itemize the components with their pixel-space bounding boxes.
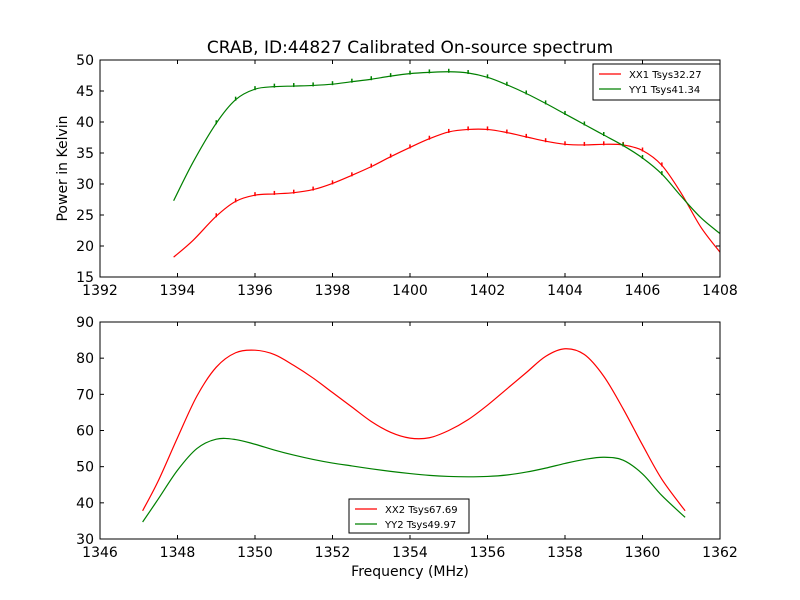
legend-entry: XX1 Tsys32.27 [629, 70, 702, 81]
legend: XX2 Tsys67.69 YY2 Tsys49.97 [348, 498, 470, 534]
y-tick-label: 50 [76, 53, 94, 69]
y-tick-label: 20 [76, 239, 94, 255]
x-tick-label: 1358 [547, 545, 583, 561]
legend-box [592, 63, 721, 101]
y-tick-label: 40 [76, 496, 94, 512]
x-tick-label: 1356 [470, 545, 506, 561]
y-tick-label: 50 [76, 460, 94, 476]
x-tick-label: 1404 [547, 283, 583, 299]
legend: XX1 Tsys32.27 YY1 Tsys41.34 [592, 63, 721, 101]
series-line-2-2 [142, 437, 686, 523]
y-tick-label: 30 [76, 177, 94, 193]
figure-title: CRAB, ID:44827 Calibrated On-source spec… [207, 38, 613, 58]
y-axis-label: Power in Kelvin [55, 115, 71, 221]
legend-entry: YY2 Tsys49.97 [384, 520, 456, 531]
y-tick-label: 30 [76, 532, 94, 548]
legend-entry: XX2 Tsys67.69 [385, 505, 458, 516]
x-axis-label: Frequency (MHz) [351, 564, 469, 580]
series-line-2-1 [142, 348, 686, 512]
y-tick-label: 25 [76, 208, 94, 224]
y-tick-label: 60 [76, 424, 94, 440]
top-panel: 1392 1394 1396 1398 1400 1402 1404 1406 1408 15 20… [55, 53, 738, 299]
y-tick-label: 80 [76, 351, 94, 367]
x-tick-label: 1352 [315, 545, 351, 561]
x-tick-label: 1408 [702, 283, 738, 299]
x-tick-label: 1354 [392, 545, 428, 561]
y-tick-label: 15 [76, 270, 94, 286]
legend-box [348, 498, 470, 534]
x-tick-label: 1348 [160, 545, 196, 561]
bottom-panel: 1346 1348 1350 1352 1354 1356 1358 1360 1362 30 40… [76, 315, 738, 561]
y-tick-label: 70 [76, 387, 94, 403]
x-tick-label: 1346 [82, 545, 118, 561]
x-tick-label: 1360 [625, 545, 661, 561]
x-tick-label: 1396 [237, 283, 273, 299]
y-tick-label: 45 [76, 84, 94, 100]
legend-entry: YY1 Tsys41.34 [628, 85, 700, 96]
x-tick-label: 1402 [470, 283, 506, 299]
x-tick-label: 1392 [82, 283, 118, 299]
y-tick-label: 35 [76, 146, 94, 162]
x-tick-label: 1406 [625, 283, 661, 299]
y-tick-label: 40 [76, 115, 94, 131]
x-tick-label: 1394 [160, 283, 196, 299]
x-tick-label: 1400 [392, 283, 428, 299]
x-tick-label: 1350 [237, 545, 273, 561]
x-tick-label: 1362 [702, 545, 738, 561]
x-tick-label: 1398 [315, 283, 351, 299]
y-tick-label: 90 [76, 315, 94, 331]
